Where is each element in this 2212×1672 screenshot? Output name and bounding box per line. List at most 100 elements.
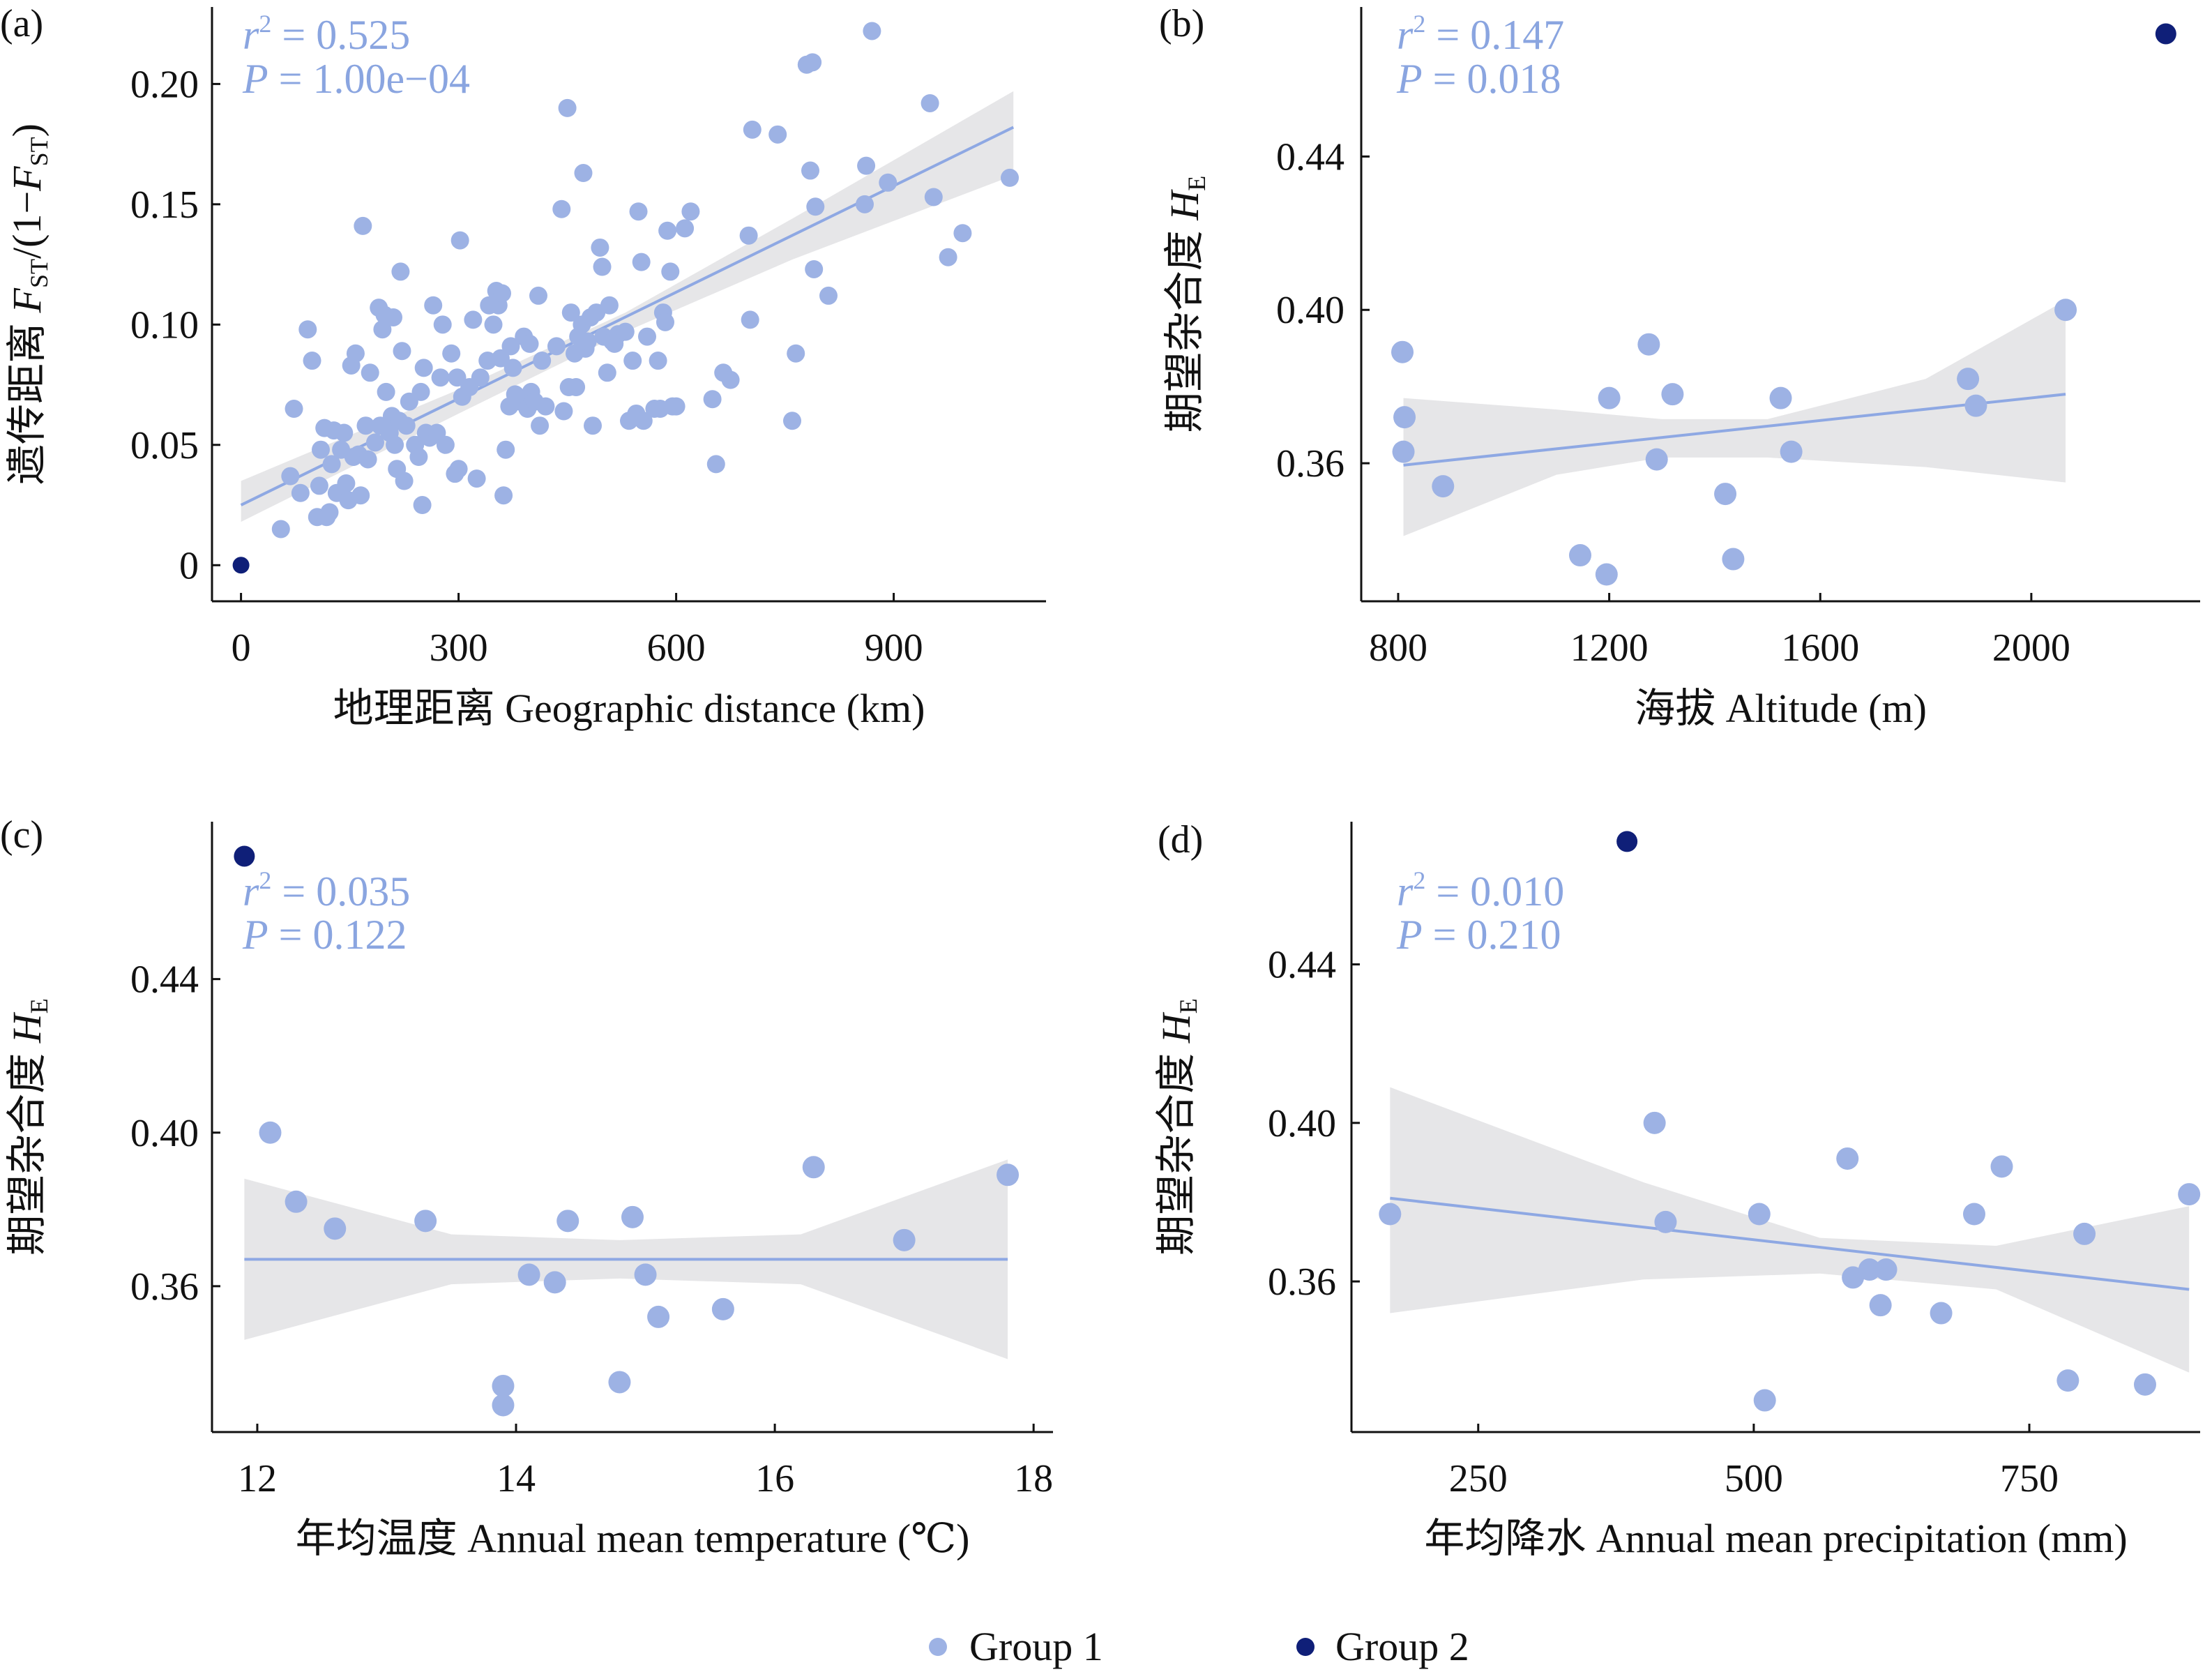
data-point-group1 (361, 363, 379, 382)
data-point-group1 (1722, 548, 1745, 571)
y-tick-label: 0.40 (1276, 289, 1344, 332)
data-point-group1 (1432, 475, 1455, 498)
data-point-group1 (1595, 563, 1618, 586)
data-point-group1 (281, 467, 300, 485)
data-point-group1 (533, 352, 552, 370)
data-point-group1 (1964, 394, 1987, 417)
data-point-group1 (558, 98, 577, 117)
regression-line (1403, 393, 2066, 467)
r-squared-annotation: r2 = 0.035 (243, 866, 410, 914)
data-point-group1 (442, 344, 461, 363)
data-point-group1 (397, 416, 416, 435)
data-point-group1 (2056, 1369, 2080, 1392)
data-point-group1 (661, 262, 680, 281)
data-point-group1 (857, 156, 876, 175)
data-point-group1 (337, 474, 356, 492)
data-point-group1 (377, 382, 395, 401)
x-tick-label: 900 (865, 626, 923, 670)
data-point-group1 (591, 238, 609, 257)
data-point-group1 (424, 296, 443, 315)
data-point-group1 (706, 455, 725, 474)
data-point-group1 (373, 320, 392, 339)
data-point-group1 (802, 1156, 825, 1179)
x-axis-title: 年均温度 Annual mean temperature (℃) (296, 1516, 970, 1561)
data-point-group1 (703, 390, 722, 409)
data-point-group1 (484, 315, 503, 334)
x-axis-title: 年均降水 Annual mean precipitation (mm) (1424, 1516, 2127, 1561)
data-point-group1 (497, 440, 515, 459)
data-point-group1 (1842, 1266, 1865, 1289)
data-point-group1 (1392, 440, 1415, 463)
data-point-group1 (351, 486, 370, 505)
data-point-group1 (556, 1210, 579, 1233)
data-point-group2 (1616, 831, 1638, 852)
data-point-group1 (501, 337, 520, 356)
data-point-group1 (303, 352, 321, 370)
data-point-group1 (393, 342, 411, 361)
data-point-group1 (593, 257, 612, 276)
data-point-group1 (584, 416, 602, 435)
data-point-group1 (806, 197, 825, 216)
data-point-group1 (291, 483, 310, 502)
data-point-group1 (578, 332, 597, 351)
data-point-group1 (1391, 340, 1414, 363)
data-point-group1 (414, 1210, 437, 1233)
data-point-group1 (623, 352, 642, 370)
panel-label: (b) (1159, 2, 1204, 45)
y-tick-label: 0.44 (1268, 944, 1336, 987)
y-tick-label: 0.20 (130, 63, 199, 106)
y-tick-label: 0.40 (1268, 1102, 1336, 1145)
data-point-group1 (647, 1305, 670, 1328)
data-point-group1 (358, 450, 377, 469)
p-value-annotation: P = 0.210 (1396, 912, 1561, 958)
y-axis-title: 期望杂合度 HE (1162, 176, 1211, 432)
data-point-group1 (413, 496, 432, 515)
legend-label-group1: Group 1 (969, 1624, 1103, 1669)
data-point-group1 (598, 363, 616, 382)
confidence-band (1390, 1087, 2190, 1373)
data-point-group1 (1643, 1111, 1666, 1134)
data-point-group1 (574, 164, 593, 183)
data-point-group1 (552, 199, 571, 218)
panel-b: 800 1200 1600 2000 0.36 0.40 0.44 (b) r2 = 0.147… (1159, 2, 2200, 731)
panel-label: (c) (0, 813, 43, 857)
p-value-annotation: P = 1.00e−04 (242, 56, 470, 102)
y-tick-label: 0.40 (130, 1112, 199, 1155)
data-point-group1 (721, 370, 740, 389)
data-point-group1 (893, 1228, 916, 1251)
data-point-group1 (411, 382, 430, 401)
data-point-group1 (1957, 368, 1980, 391)
r-squared-annotation: r2 = 0.010 (1397, 866, 1564, 914)
data-point-group1 (1836, 1147, 1859, 1170)
y-tick-label: 0.05 (130, 424, 199, 467)
data-point-group1 (676, 219, 695, 238)
data-point-group1 (711, 1297, 734, 1320)
data-point-group1 (431, 368, 450, 387)
data-point-group1 (356, 416, 375, 435)
x-tick-label: 300 (430, 626, 488, 670)
panel-label: (a) (0, 2, 43, 45)
data-point-group1 (520, 334, 539, 353)
data-point-group1 (658, 221, 677, 240)
x-tick-label: 12 (238, 1457, 277, 1500)
data-point-group1 (1661, 383, 1684, 406)
data-point-group1 (366, 433, 384, 452)
data-point-group1 (285, 1190, 308, 1213)
y-axis-title: 遗传距离 FST/(1−FST) (4, 123, 53, 485)
r-squared-annotation: r2 = 0.525 (243, 10, 410, 58)
data-point-group1 (391, 262, 410, 281)
data-point-group1 (2054, 299, 2077, 322)
data-point-group1 (1001, 168, 1019, 187)
data-point-group1 (632, 253, 651, 271)
data-point-group1 (921, 93, 939, 112)
data-point-group1 (621, 1205, 644, 1228)
data-point-group1 (801, 161, 819, 180)
data-point-group1 (1714, 483, 1737, 506)
data-point-group1 (554, 402, 573, 421)
data-point-group1 (629, 202, 648, 221)
data-point-group1 (436, 435, 455, 454)
data-point-group1 (433, 315, 452, 334)
data-point-group1 (335, 423, 354, 442)
x-tick-label: 1200 (1570, 626, 1649, 670)
